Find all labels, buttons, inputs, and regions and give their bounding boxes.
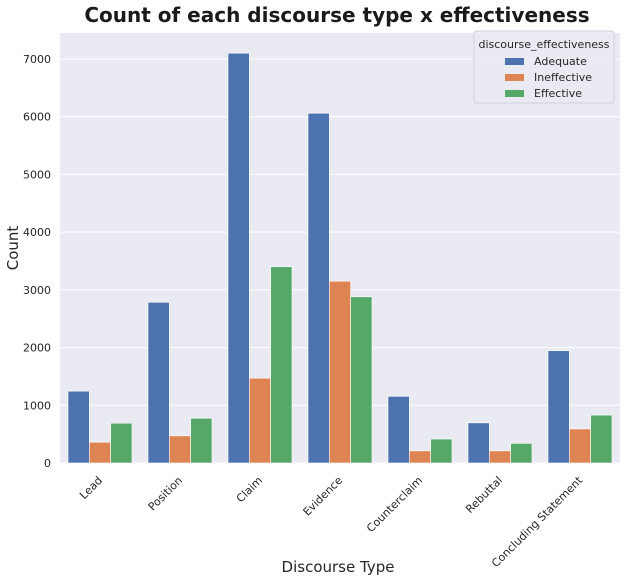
legend-swatch-adequate bbox=[505, 58, 524, 65]
x-tick-label: Counterclaim bbox=[364, 474, 425, 535]
bar-adequate-position bbox=[147, 301, 170, 464]
legend-box bbox=[473, 30, 615, 104]
bar-effective-evidence bbox=[350, 296, 373, 464]
legend-swatch-ineffective bbox=[505, 74, 524, 81]
x-tick-label: Claim bbox=[234, 474, 265, 505]
legend-title: discourse_effectiveness bbox=[478, 38, 609, 51]
bar-adequate-rebuttal bbox=[467, 422, 490, 464]
y-tick-label: 7000 bbox=[23, 53, 51, 66]
bar-ineffective-claim bbox=[249, 377, 271, 464]
bar-ineffective-lead bbox=[89, 441, 111, 464]
y-tick-label: 2000 bbox=[23, 342, 51, 355]
bar-adequate-evidence bbox=[307, 112, 330, 464]
x-tick-label: Concluding Statement bbox=[489, 473, 586, 570]
bar-adequate-counterclaim bbox=[387, 396, 410, 464]
y-tick-label: 4000 bbox=[23, 226, 51, 239]
bar-ineffective-position bbox=[169, 435, 191, 464]
bars bbox=[67, 52, 613, 464]
y-tick-label: 5000 bbox=[23, 168, 51, 181]
bar-effective-rebuttal bbox=[510, 443, 533, 464]
y-tick-label: 6000 bbox=[23, 111, 51, 124]
x-tick-label: Rebuttal bbox=[463, 474, 505, 516]
x-axis-label: Discourse Type bbox=[282, 558, 395, 576]
legend-label-ineffective: Ineffective bbox=[534, 71, 592, 84]
y-tick-label: 1000 bbox=[23, 399, 51, 412]
bar-effective-position bbox=[190, 417, 213, 464]
bar-ineffective-counterclaim bbox=[409, 450, 431, 464]
legend-label-effective: Effective bbox=[534, 87, 582, 100]
bar-adequate-concluding-statement bbox=[547, 350, 570, 464]
y-axis-label: Count bbox=[4, 226, 22, 271]
bar-adequate-lead bbox=[67, 390, 90, 464]
legend-swatch-effective bbox=[505, 90, 524, 97]
bar-ineffective-evidence bbox=[329, 280, 351, 464]
legend: discourse_effectiveness Adequate Ineffecti… bbox=[473, 30, 615, 104]
y-tick-label: 0 bbox=[44, 457, 51, 470]
legend-label-adequate: Adequate bbox=[534, 55, 587, 68]
x-tick-label: Evidence bbox=[301, 474, 346, 519]
bar-ineffective-rebuttal bbox=[489, 450, 511, 464]
bar-effective-concluding-statement bbox=[590, 414, 613, 464]
x-tick-label: Lead bbox=[77, 474, 105, 502]
y-axis-ticks: 0 1000 2000 3000 4000 5000 6000 7000 bbox=[23, 53, 51, 470]
x-tick-label: Position bbox=[146, 474, 185, 513]
chart-title: Count of each discourse type x effective… bbox=[84, 3, 589, 27]
bar-effective-lead bbox=[110, 422, 133, 464]
y-tick-label: 3000 bbox=[23, 284, 51, 297]
bar-effective-counterclaim bbox=[430, 438, 453, 464]
bar-ineffective-concluding-statement bbox=[569, 428, 591, 464]
bar-effective-claim bbox=[270, 266, 293, 464]
bar-adequate-claim bbox=[227, 52, 250, 464]
x-axis-ticks: Lead Position Claim Evidence Counterclaim Reb… bbox=[77, 473, 585, 570]
